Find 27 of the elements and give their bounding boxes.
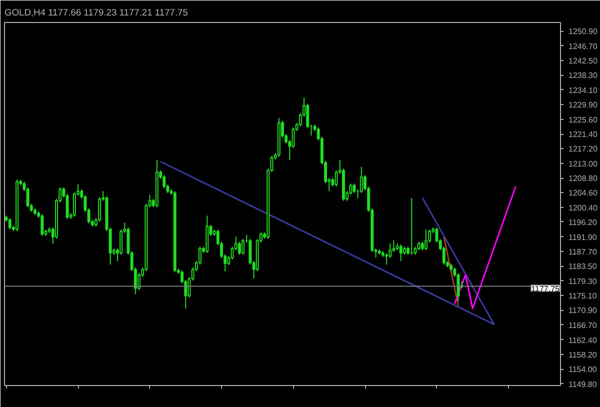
y-tick-label: 1183.50 bbox=[568, 262, 598, 272]
ref-line-label: 1177.75 bbox=[531, 284, 560, 294]
y-tick-label: 1225.60 bbox=[568, 115, 598, 124]
y-tick-label: 1170.90 bbox=[568, 306, 598, 316]
y-tick-label: 1208.80 bbox=[568, 174, 598, 184]
y-tick-label: 1204.60 bbox=[568, 188, 598, 198]
y-tick-label: 1162.40 bbox=[568, 336, 598, 345]
y-tick-label: 1179.30 bbox=[568, 276, 598, 286]
y-tick-label: 1229.90 bbox=[568, 100, 598, 110]
y-tick-label: 1196.20 bbox=[568, 218, 598, 227]
y-tick-label: 1175.10 bbox=[568, 292, 598, 301]
y-tick-label: 1187.70 bbox=[568, 248, 598, 257]
y-tick-label: 1213.00 bbox=[568, 159, 598, 168]
y-tick-label: 1154.00 bbox=[568, 365, 598, 374]
y-tick-label: 1221.40 bbox=[568, 130, 598, 140]
y-tick-label: 1191.90 bbox=[568, 232, 598, 242]
y-tick-label: 1234.10 bbox=[568, 86, 598, 95]
y-tick-label: 1250.90 bbox=[568, 27, 598, 36]
y-tick-label: 1246.70 bbox=[568, 42, 598, 51]
chart-title: GOLD,H4 1177.66 1179.23 1177.21 1177.75 bbox=[4, 8, 188, 18]
y-tick-label: 1149.80 bbox=[568, 380, 598, 389]
y-tick-label: 1242.50 bbox=[568, 56, 598, 66]
y-tick-label: 1166.70 bbox=[568, 320, 598, 330]
y-tick-label: 1217.20 bbox=[568, 144, 598, 154]
y-tick-label: 1158.20 bbox=[568, 350, 598, 360]
y-tick-label: 1238.30 bbox=[568, 71, 598, 80]
y-tick-label: 1200.40 bbox=[568, 203, 598, 212]
